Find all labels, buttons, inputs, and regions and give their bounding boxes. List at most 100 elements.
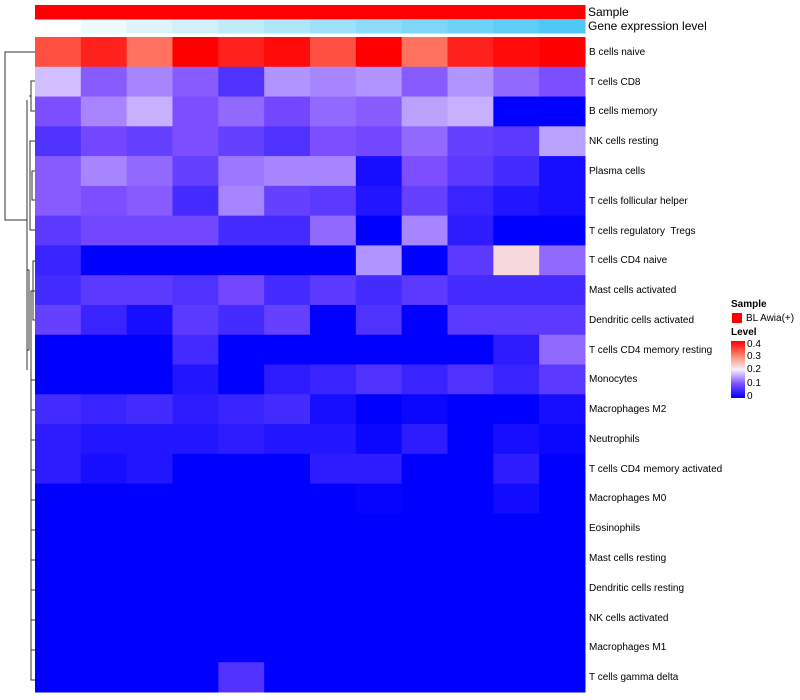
row-label: Monocytes bbox=[589, 374, 638, 386]
heatmap-cell bbox=[126, 453, 173, 485]
heatmap-cell bbox=[35, 37, 82, 68]
heatmap-cell bbox=[401, 66, 448, 98]
row-label: T cells gamma delta bbox=[589, 672, 679, 684]
heatmap-cell bbox=[310, 602, 357, 633]
level-tick: 0.3 bbox=[747, 351, 761, 362]
heatmap-cell bbox=[80, 37, 128, 68]
heatmap-cell bbox=[539, 513, 586, 544]
row-label: T cells CD4 memory activated bbox=[589, 463, 723, 475]
heatmap-cell bbox=[310, 156, 357, 187]
sample-annotation-bar bbox=[35, 5, 586, 20]
row-dendrogram bbox=[4, 51, 35, 681]
heatmap-cell bbox=[447, 483, 494, 514]
heatmap-cell bbox=[539, 334, 586, 365]
heatmap-cell bbox=[355, 245, 403, 276]
row-label: B cells naive bbox=[589, 46, 646, 58]
heatmap-cell bbox=[447, 364, 494, 395]
heatmap-cell bbox=[355, 156, 403, 187]
row-label: Macrophages M1 bbox=[589, 642, 667, 654]
heatmap-cell bbox=[126, 424, 173, 455]
heatmap-cell bbox=[264, 364, 311, 395]
heatmap-cell bbox=[447, 572, 494, 604]
heatmap-cell bbox=[80, 245, 128, 276]
heatmap-cell bbox=[218, 483, 265, 514]
heatmap-cell bbox=[493, 513, 540, 544]
heatmap-cell bbox=[80, 156, 128, 187]
heatmap-cell bbox=[355, 37, 403, 68]
heatmap-cell bbox=[401, 602, 448, 633]
heatmap-cell bbox=[401, 483, 448, 514]
heatmap-cell bbox=[218, 126, 265, 157]
heatmap-cell bbox=[172, 275, 219, 306]
heatmap-cell bbox=[310, 543, 357, 574]
heatmap-cell bbox=[126, 602, 173, 633]
heatmap-cell bbox=[539, 572, 586, 604]
row-label: B cells memory bbox=[589, 106, 658, 118]
gene-expression-annotation-cell bbox=[35, 20, 82, 34]
sample-annotation-label: Sample bbox=[588, 5, 629, 19]
heatmap-cell bbox=[126, 66, 173, 98]
heatmap-cell bbox=[35, 632, 82, 663]
heatmap-cell bbox=[35, 424, 82, 455]
heatmap-cell bbox=[310, 483, 357, 514]
heatmap-cell bbox=[172, 513, 219, 544]
heatmap-cell bbox=[264, 304, 311, 336]
heatmap-cell bbox=[493, 215, 540, 246]
heatmap-cell bbox=[126, 275, 173, 306]
heatmap-cell bbox=[539, 453, 586, 485]
heatmap-cell bbox=[493, 602, 540, 633]
heatmap-cell bbox=[310, 364, 357, 395]
heatmap-cell bbox=[401, 275, 448, 306]
row-label: Macrophages M2 bbox=[589, 404, 667, 416]
heatmap-cell bbox=[539, 156, 586, 187]
heatmap-cell bbox=[355, 215, 403, 246]
heatmap-cell bbox=[355, 304, 403, 336]
heatmap-cell bbox=[264, 275, 311, 306]
heatmap-cell bbox=[172, 543, 219, 574]
heatmap-cell bbox=[218, 66, 265, 98]
heatmap-cell bbox=[310, 662, 357, 693]
heatmap-cell bbox=[493, 483, 540, 514]
heatmap-cell bbox=[401, 156, 448, 187]
heatmap-cell bbox=[172, 215, 219, 246]
heatmap-cell bbox=[539, 424, 586, 455]
heatmap-cell bbox=[35, 156, 82, 187]
heatmap-cell bbox=[80, 215, 128, 246]
row-label: T cells follicular helper bbox=[589, 195, 688, 207]
heatmap-cell bbox=[126, 334, 173, 365]
heatmap-cell bbox=[355, 126, 403, 157]
heatmap-cell bbox=[218, 156, 265, 187]
heatmap-cell bbox=[493, 304, 540, 336]
row-label: Macrophages M0 bbox=[589, 493, 667, 505]
heatmap-cell bbox=[172, 453, 219, 485]
heatmap-cell bbox=[264, 572, 311, 604]
heatmap-cell bbox=[355, 602, 403, 633]
heatmap-cell bbox=[310, 632, 357, 663]
heatmap-cell bbox=[218, 543, 265, 574]
heatmap-cell bbox=[539, 483, 586, 514]
heatmap-cell bbox=[264, 96, 311, 127]
heatmap-cell bbox=[35, 662, 82, 693]
heatmap-cell bbox=[447, 453, 494, 485]
heatmap-cell bbox=[355, 96, 403, 127]
heatmap-cell bbox=[35, 513, 82, 544]
heatmap-cell bbox=[447, 215, 494, 246]
heatmap-cell bbox=[310, 126, 357, 157]
heatmap-cell bbox=[355, 394, 403, 425]
heatmap-cell bbox=[218, 632, 265, 663]
column-annotations bbox=[35, 5, 586, 34]
heatmap-cell bbox=[401, 424, 448, 455]
gene-expression-annotation-label: Gene expression level bbox=[588, 19, 707, 33]
heatmap-cell bbox=[80, 602, 128, 633]
heatmap-cell bbox=[493, 245, 540, 276]
heatmap-cell bbox=[172, 96, 219, 127]
heatmap-cell bbox=[310, 66, 357, 98]
heatmap-cell bbox=[172, 364, 219, 395]
heatmap-cell bbox=[401, 662, 448, 693]
heatmap-cell bbox=[218, 394, 265, 425]
heatmap-cell bbox=[401, 543, 448, 574]
heatmap-cell bbox=[264, 156, 311, 187]
gene-expression-annotation-cell bbox=[218, 20, 265, 34]
heatmap-cell bbox=[35, 543, 82, 574]
heatmap-cell bbox=[539, 37, 586, 68]
